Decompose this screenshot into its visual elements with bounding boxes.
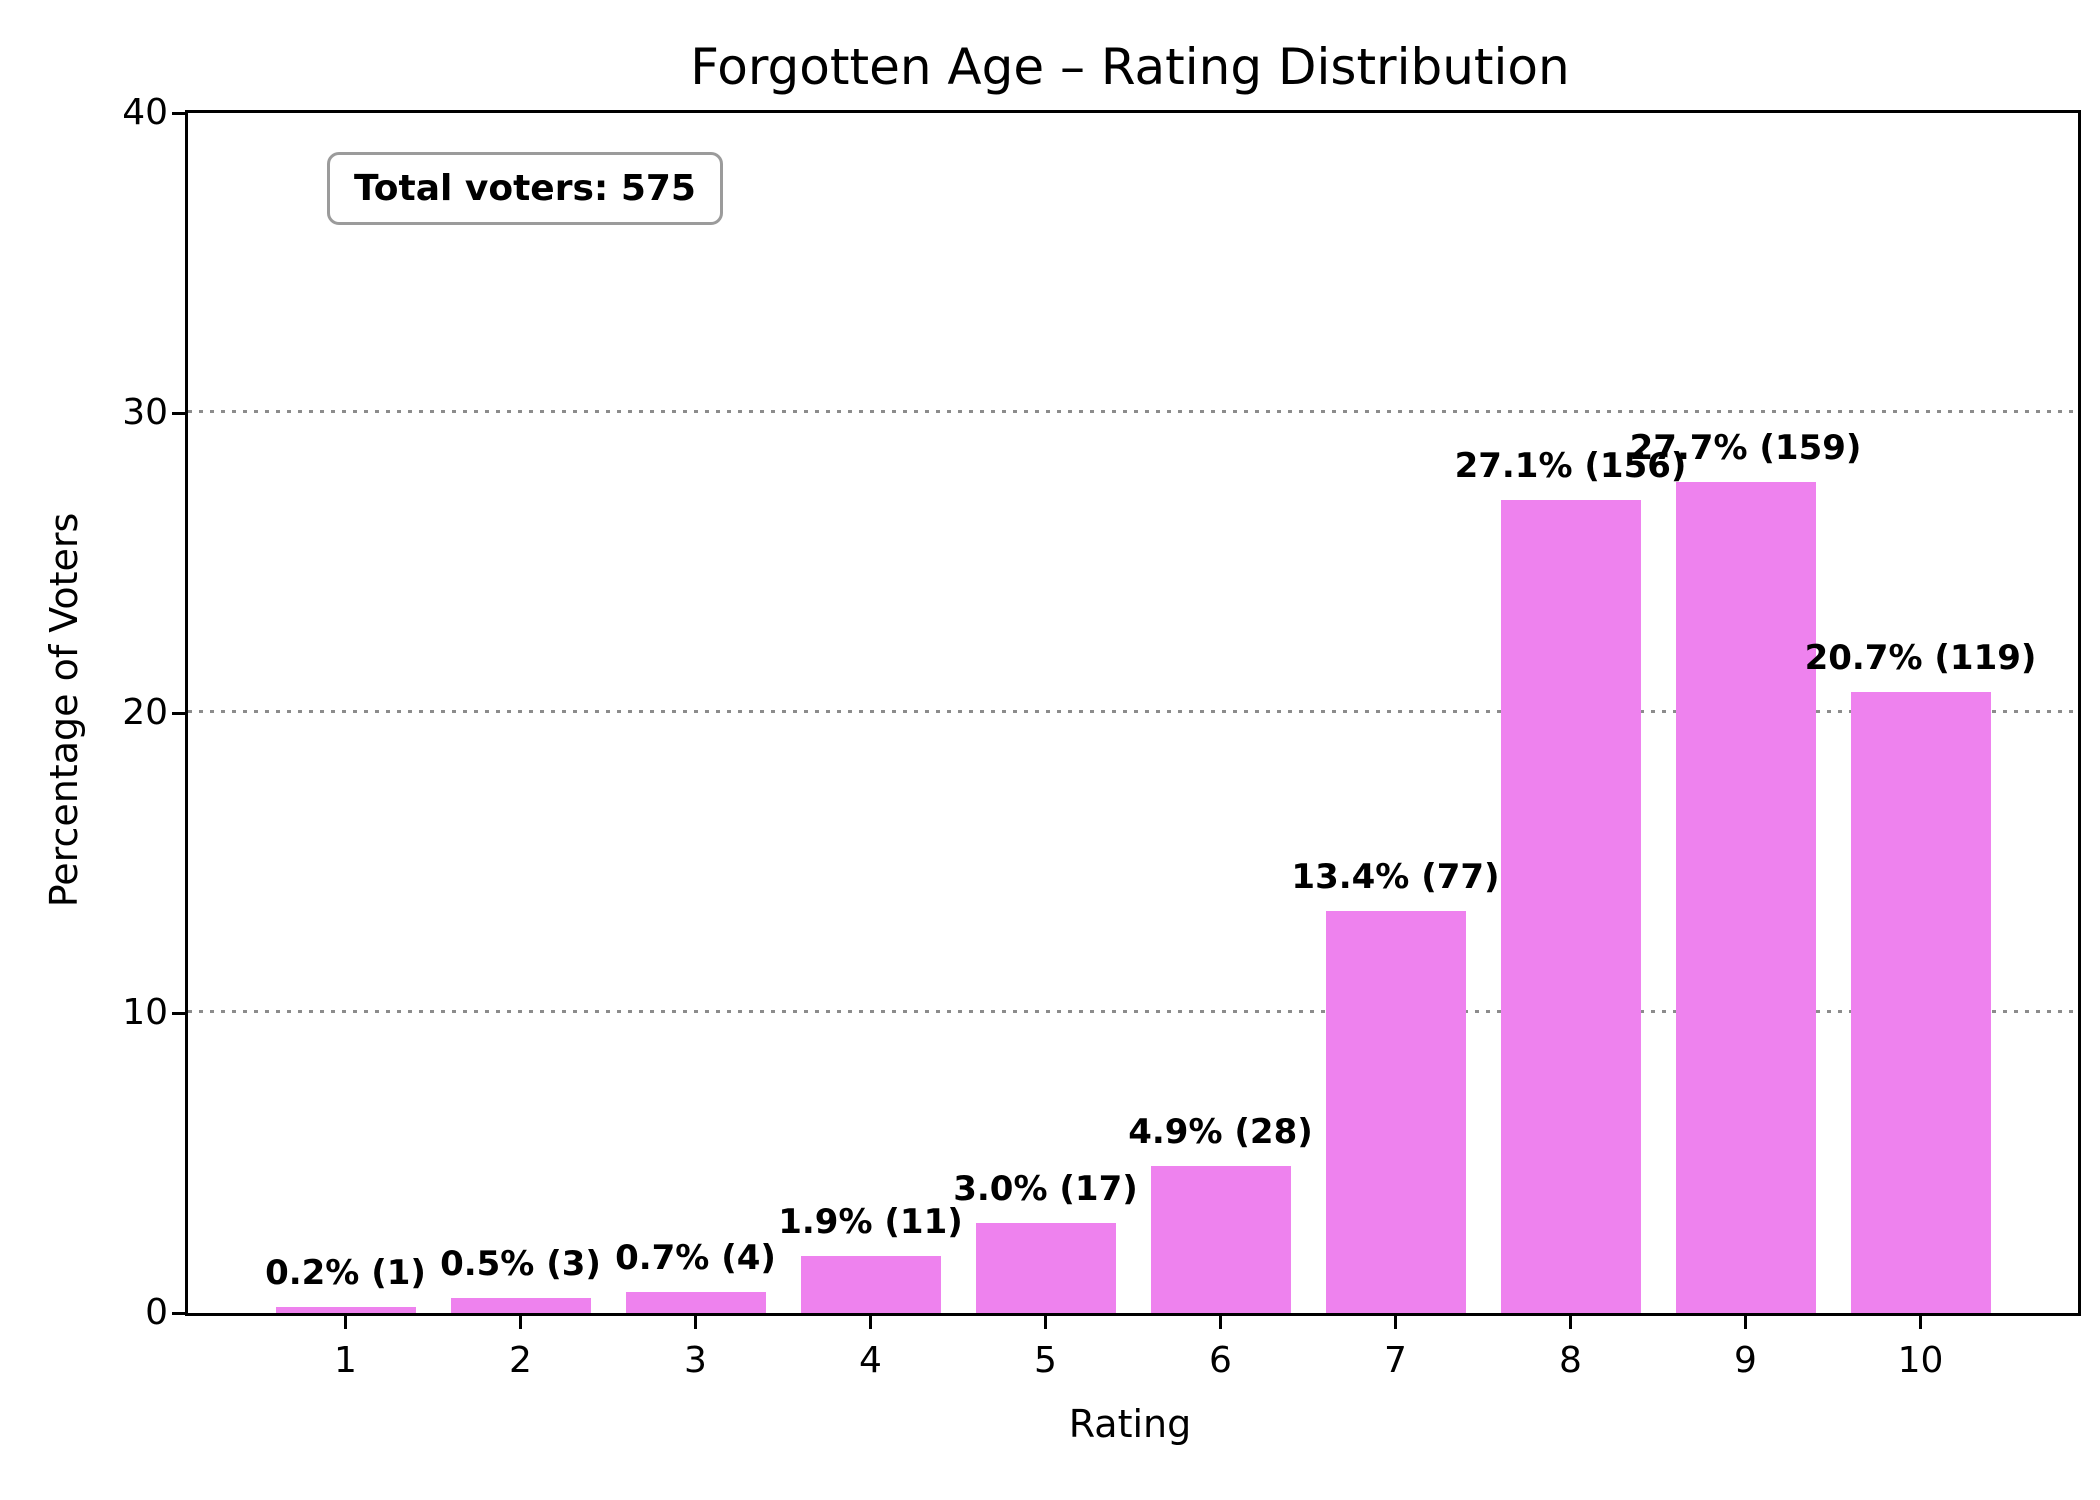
x-tick-8 — [1569, 1316, 1572, 1329]
bar-value-label-6: 4.9% (28) — [1128, 1112, 1313, 1152]
bar-rating-9 — [1675, 482, 1816, 1313]
plot-area: 0.2% (1) 0.5% (3) 0.7% (4) 1.9% (11) 3.0% (1… — [185, 110, 2081, 1316]
y-tick-label-30: 30 — [122, 392, 168, 433]
y-tick-30 — [172, 411, 185, 415]
bar-value-label-10: 20.7% (119) — [1804, 638, 2037, 678]
bar-rating-3 — [625, 1292, 766, 1313]
bar-value-label-7: 13.4% (77) — [1291, 857, 1500, 897]
x-tick-label-9: 9 — [1734, 1340, 1757, 1381]
x-tick-label-6: 6 — [1209, 1340, 1232, 1381]
x-tick-7 — [1394, 1316, 1397, 1329]
x-tick-label-7: 7 — [1384, 1340, 1407, 1381]
bar-value-label-5: 3.0% (17) — [953, 1169, 1138, 1209]
x-tick-10 — [1919, 1316, 1922, 1329]
bar-value-label-8: 27.1% (156) — [1454, 446, 1687, 486]
gridline-10 — [188, 1010, 2078, 1013]
total-voters-badge: Total voters: 575 — [327, 152, 723, 225]
x-tick-label-8: 8 — [1559, 1340, 1582, 1381]
x-tick-label-4: 4 — [859, 1340, 882, 1381]
x-tick-4 — [869, 1316, 872, 1329]
y-tick-10 — [172, 1011, 185, 1015]
bar-rating-4 — [800, 1256, 941, 1313]
bar-value-label-9: 27.7% (159) — [1629, 428, 1862, 468]
bar-rating-5 — [975, 1223, 1116, 1313]
y-axis-label: Percentage of Voters — [42, 512, 86, 908]
chart-title: Forgotten Age – Rating Distribution — [690, 38, 1570, 96]
x-tick-9 — [1744, 1316, 1747, 1329]
x-tick-label-1: 1 — [334, 1340, 357, 1381]
y-tick-label-0: 0 — [145, 1292, 168, 1333]
bar-value-label-3: 0.7% (4) — [615, 1238, 776, 1278]
bar-rating-8 — [1500, 500, 1641, 1313]
x-tick-label-10: 10 — [1897, 1340, 1944, 1381]
gridline-20 — [188, 710, 2078, 713]
x-tick-1 — [344, 1316, 347, 1329]
y-tick-0 — [172, 1311, 185, 1315]
bar-value-label-1: 0.2% (1) — [265, 1253, 426, 1293]
x-tick-label-5: 5 — [1034, 1340, 1057, 1381]
x-tick-label-2: 2 — [509, 1340, 532, 1381]
bar-rating-1 — [275, 1307, 416, 1313]
bar-rating-6 — [1150, 1166, 1291, 1313]
bar-value-label-4: 1.9% (11) — [778, 1202, 963, 1242]
x-tick-5 — [1044, 1316, 1047, 1329]
bar-value-label-2: 0.5% (3) — [440, 1244, 601, 1284]
bar-rating-7 — [1325, 911, 1466, 1313]
x-axis-label: Rating — [1068, 1402, 1192, 1446]
y-tick-label-20: 20 — [122, 692, 168, 733]
y-tick-label-40: 40 — [122, 92, 168, 133]
y-tick-40 — [172, 111, 185, 115]
y-tick-20 — [172, 711, 185, 715]
bar-rating-2 — [450, 1298, 591, 1313]
bar-rating-10 — [1850, 692, 1991, 1313]
x-tick-3 — [694, 1316, 697, 1329]
y-tick-label-10: 10 — [122, 992, 168, 1033]
x-tick-6 — [1219, 1316, 1222, 1329]
x-tick-2 — [519, 1316, 522, 1329]
gridline-30 — [188, 410, 2078, 413]
x-tick-label-3: 3 — [684, 1340, 707, 1381]
